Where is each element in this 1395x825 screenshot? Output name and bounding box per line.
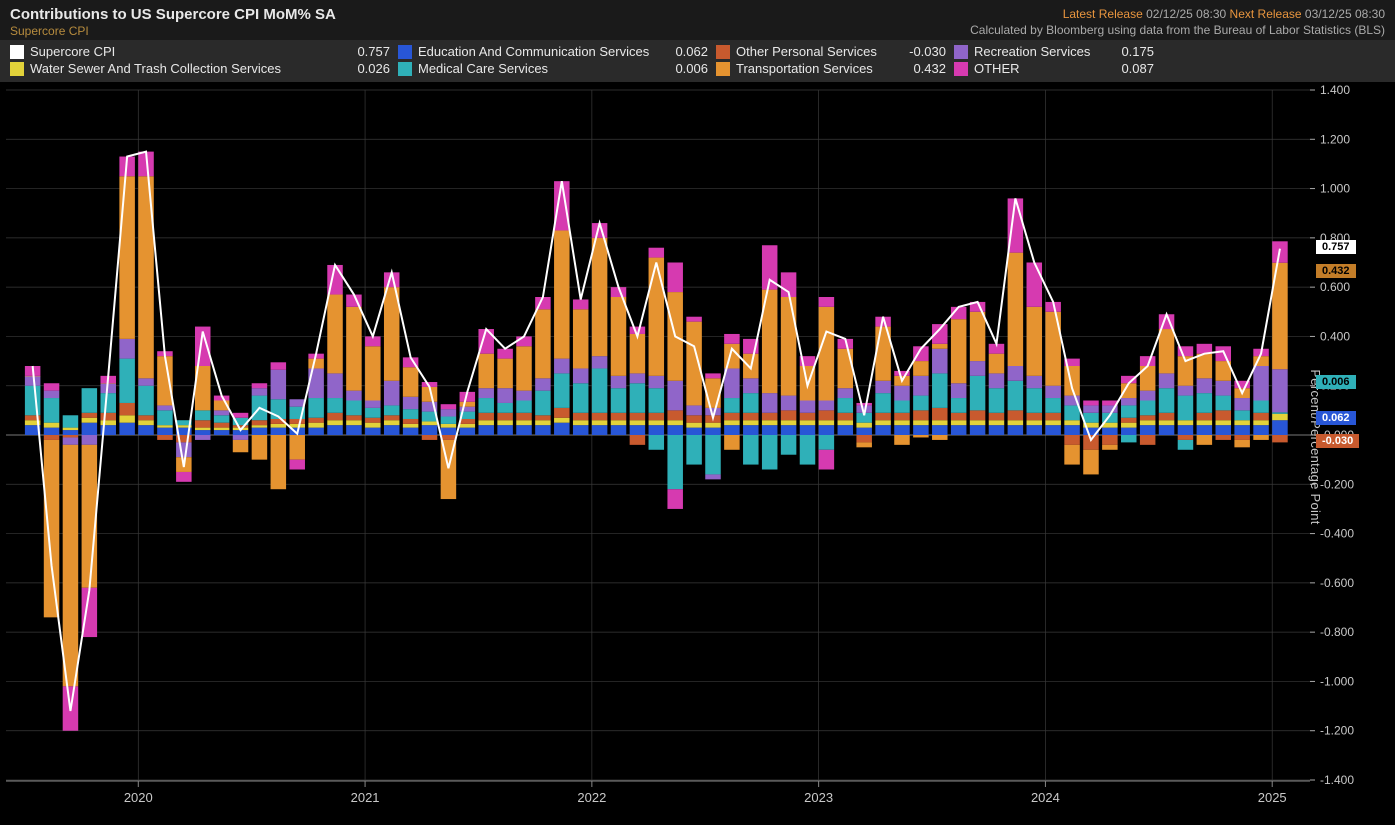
chart-area: -1.400 -1.200 -1.000 -0.800 -0.600 -0.400 -0.2…	[0, 82, 1395, 812]
legend-label: Water Sewer And Trash Collection Service…	[30, 61, 334, 76]
svg-text:1.200: 1.200	[1320, 133, 1350, 147]
legend-value: 0.006	[658, 61, 708, 76]
legend-swatch	[10, 62, 24, 76]
value-tag: 0.432	[1316, 264, 1356, 278]
next-release-value: 03/12/25 08:30	[1305, 7, 1385, 21]
svg-text:2023: 2023	[804, 790, 833, 805]
latest-release-value: 02/12/25 08:30	[1146, 7, 1226, 21]
legend-label: Other Personal Services	[736, 44, 890, 59]
value-tag: -0.030	[1316, 434, 1359, 448]
legend-value: 0.757	[340, 44, 390, 59]
legend-item-recreation[interactable]: Recreation Services 0.175	[954, 44, 1154, 59]
svg-text:-0.800: -0.800	[1320, 626, 1354, 640]
svg-text:2022: 2022	[577, 790, 606, 805]
svg-text:1.400: 1.400	[1320, 83, 1350, 97]
svg-text:2021: 2021	[351, 790, 380, 805]
legend-item-supercore[interactable]: Supercore CPI 0.757	[10, 44, 390, 59]
legend-label: Medical Care Services	[418, 61, 652, 76]
legend-value: 0.175	[1104, 44, 1154, 59]
legend-swatch	[398, 45, 412, 59]
svg-text:-0.600: -0.600	[1320, 576, 1354, 590]
svg-text:-1.400: -1.400	[1320, 773, 1354, 787]
legend-item-medical[interactable]: Medical Care Services 0.006	[398, 61, 708, 76]
value-tag: 0.757	[1316, 240, 1356, 254]
legend-item-water[interactable]: Water Sewer And Trash Collection Service…	[10, 61, 390, 76]
legend-value: 0.432	[896, 61, 946, 76]
legend-swatch	[10, 45, 24, 59]
legend-swatch	[716, 45, 730, 59]
svg-text:2025: 2025	[1258, 790, 1287, 805]
legend-value: 0.062	[658, 44, 708, 59]
svg-text:2024: 2024	[1031, 790, 1060, 805]
value-tag: 0.006	[1316, 375, 1356, 389]
legend-swatch	[954, 45, 968, 59]
next-release-label: Next Release	[1230, 7, 1302, 21]
svg-text:1.000: 1.000	[1320, 182, 1350, 196]
chart-svg: -1.400 -1.200 -1.000 -0.800 -0.600 -0.400 -0.2…	[0, 82, 1395, 812]
svg-text:-1.200: -1.200	[1320, 724, 1354, 738]
legend-swatch	[954, 62, 968, 76]
chart-legend: Supercore CPI 0.757 Education And Communic…	[0, 40, 1395, 82]
legend-swatch	[398, 62, 412, 76]
legend-item-transportation[interactable]: Transportation Services 0.432	[716, 61, 946, 76]
legend-label: OTHER	[974, 61, 1098, 76]
legend-item-other_personal[interactable]: Other Personal Services -0.030	[716, 44, 946, 59]
svg-text:-0.400: -0.400	[1320, 527, 1354, 541]
source-text: Calculated by Bloomberg using data from …	[970, 22, 1385, 38]
legend-label: Education And Communication Services	[418, 44, 652, 59]
latest-release-label: Latest Release	[1063, 7, 1143, 21]
legend-value: 0.087	[1104, 61, 1154, 76]
legend-label: Recreation Services	[974, 44, 1098, 59]
svg-text:-1.000: -1.000	[1320, 675, 1354, 689]
legend-label: Transportation Services	[736, 61, 890, 76]
legend-value: -0.030	[896, 44, 946, 59]
legend-label: Supercore CPI	[30, 44, 334, 59]
chart-subtitle: Supercore CPI	[10, 24, 336, 38]
svg-text:0.600: 0.600	[1320, 281, 1350, 295]
chart-title: Contributions to US Supercore CPI MoM% S…	[10, 6, 336, 23]
legend-item-education[interactable]: Education And Communication Services 0.06…	[398, 44, 708, 59]
svg-text:2020: 2020	[124, 790, 153, 805]
svg-text:-0.200: -0.200	[1320, 478, 1354, 492]
legend-swatch	[716, 62, 730, 76]
legend-item-other[interactable]: OTHER 0.087	[954, 61, 1154, 76]
svg-text:0.400: 0.400	[1320, 330, 1350, 344]
chart-header: Contributions to US Supercore CPI MoM% S…	[0, 0, 1395, 40]
value-tag: 0.062	[1316, 411, 1356, 425]
legend-value: 0.026	[340, 61, 390, 76]
